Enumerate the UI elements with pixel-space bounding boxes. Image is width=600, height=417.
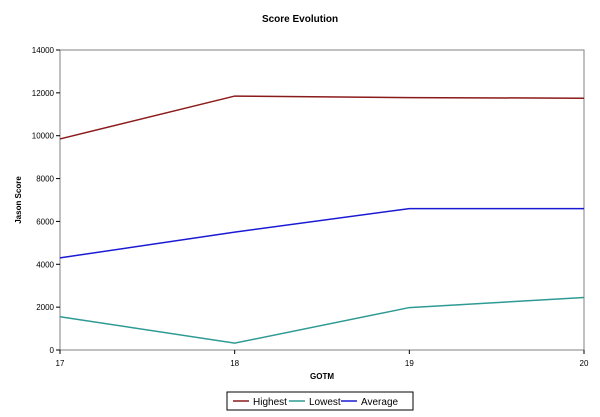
legend-box	[226, 391, 414, 411]
y-tick-label: 8000	[36, 175, 54, 184]
series-line-average	[59, 207, 584, 259]
series-lines	[59, 95, 585, 344]
legend-label-lowest: Lowest	[309, 397, 341, 408]
chart-title: Score Evolution	[262, 14, 338, 25]
y-tick-label: 2000	[36, 303, 54, 312]
legend-label-highest: Highest	[253, 397, 287, 408]
y-tick-label: 10000	[32, 132, 55, 141]
plot-area	[59, 49, 585, 351]
y-tick-label: 4000	[36, 260, 54, 269]
y-tick-label: 6000	[36, 217, 54, 226]
y-tick-label: 0	[50, 346, 55, 355]
y-axis-label: Jason Score	[14, 176, 23, 224]
y-tick-label: 14000	[32, 46, 55, 55]
series-line-lowest	[59, 296, 585, 344]
x-tick-label: 18	[230, 359, 239, 368]
y-tick-label: 12000	[32, 89, 55, 98]
y-axis: 0 2000 4000 6000 8000 10000 12000 14000	[32, 46, 60, 355]
x-tick-label: 20	[580, 359, 589, 368]
x-tick-label: 19	[405, 359, 414, 368]
x-axis: 17 18 19 20	[56, 350, 589, 368]
x-axis-label: GOTM	[310, 372, 334, 381]
legend-label-average: Average	[361, 397, 399, 408]
legend: Highest Lowest Average	[226, 391, 414, 411]
series-line-highest	[59, 95, 585, 140]
x-tick-label: 17	[56, 359, 65, 368]
